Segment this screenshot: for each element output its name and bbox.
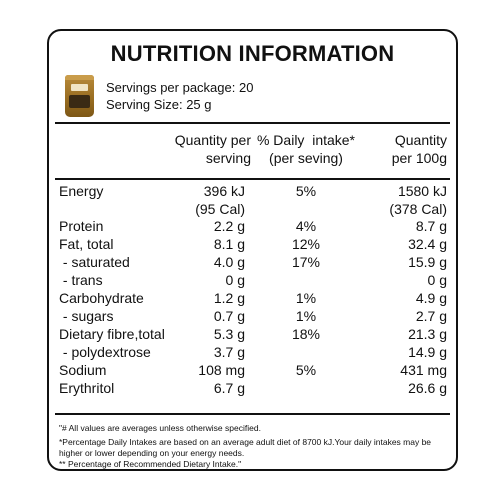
row-name: Fat, total [59,236,114,252]
row-daily: 18% [291,326,321,342]
row-per-100g: 4.9 g [415,290,447,306]
row-name: - sugars [59,308,114,324]
row-daily: 4% [295,218,317,234]
row-name: - polydextrose [59,344,151,360]
row-name: - saturated [59,254,130,270]
row-name: Energy [59,183,104,199]
row-per-100g: 26.6 g [408,380,447,396]
footnote-averages: "# All values are averages unless otherw… [59,423,261,433]
row-per-100g: 1580 kJ [397,183,447,199]
row-per-100g: (378 Cal) [389,201,447,217]
product-package-icon [65,75,94,117]
servings-per-package: Servings per package: 20 [106,80,254,95]
row-name: Protein [59,218,104,234]
row-per-serving: 0.7 g [213,308,245,324]
divider-footer [55,413,450,415]
header-quantity-serving: Quantity per serving [174,132,251,166]
row-per-100g: 32.4 g [408,236,447,252]
row-per-serving: 0 g [225,272,245,288]
row-daily: 1% [295,308,317,324]
header-quantity-100g: Quantity per 100g [391,132,447,166]
row-per-100g: 8.7 g [415,218,447,234]
panel-title: NUTRITION INFORMATION [110,41,395,66]
serving-size: Serving Size: 25 g [106,97,212,112]
footnote-daily-intake: *Percentage Daily Intakes are based on a… [59,437,432,458]
row-per-serving: 3.7 g [213,344,245,360]
divider-top [55,122,450,124]
row-per-serving: 1.2 g [213,290,245,306]
row-name: - trans [59,272,103,288]
row-per-100g: 431 mg [400,362,447,378]
row-daily: 5% [295,183,317,199]
row-per-serving: 5.3 g [213,326,245,342]
row-per-serving: 6.7 g [213,380,245,396]
row-per-100g: 15.9 g [408,254,447,270]
footnote-rdi: ** Percentage of Recommended Dietary Int… [59,459,242,469]
row-name: Sodium [59,362,107,378]
row-per-serving: 396 kJ [203,183,245,199]
row-name: Dietary fibre,total [59,326,165,342]
row-daily: 5% [295,362,317,378]
row-per-100g: 21.3 g [408,326,447,342]
row-per-100g: 0 g [427,272,447,288]
header-daily-intake: % Daily intake* (per seving) [256,132,356,166]
row-daily: 12% [291,236,321,252]
row-name: Carbohydrate [59,290,144,306]
divider-header [55,178,450,180]
row-per-serving: 2.2 g [213,218,245,234]
row-daily: 1% [295,290,317,306]
row-per-serving: 108 mg [198,362,245,378]
row-per-serving: 4.0 g [213,254,245,270]
row-per-serving: 8.1 g [213,236,245,252]
row-name: Erythritol [59,380,115,396]
row-per-100g: 2.7 g [415,308,447,324]
nutrition-panel: NUTRITION INFORMATION Servings per packa… [47,29,458,471]
row-per-serving: (95 Cal) [195,201,245,217]
row-per-100g: 14.9 g [408,344,447,360]
row-daily: 17% [291,254,321,270]
